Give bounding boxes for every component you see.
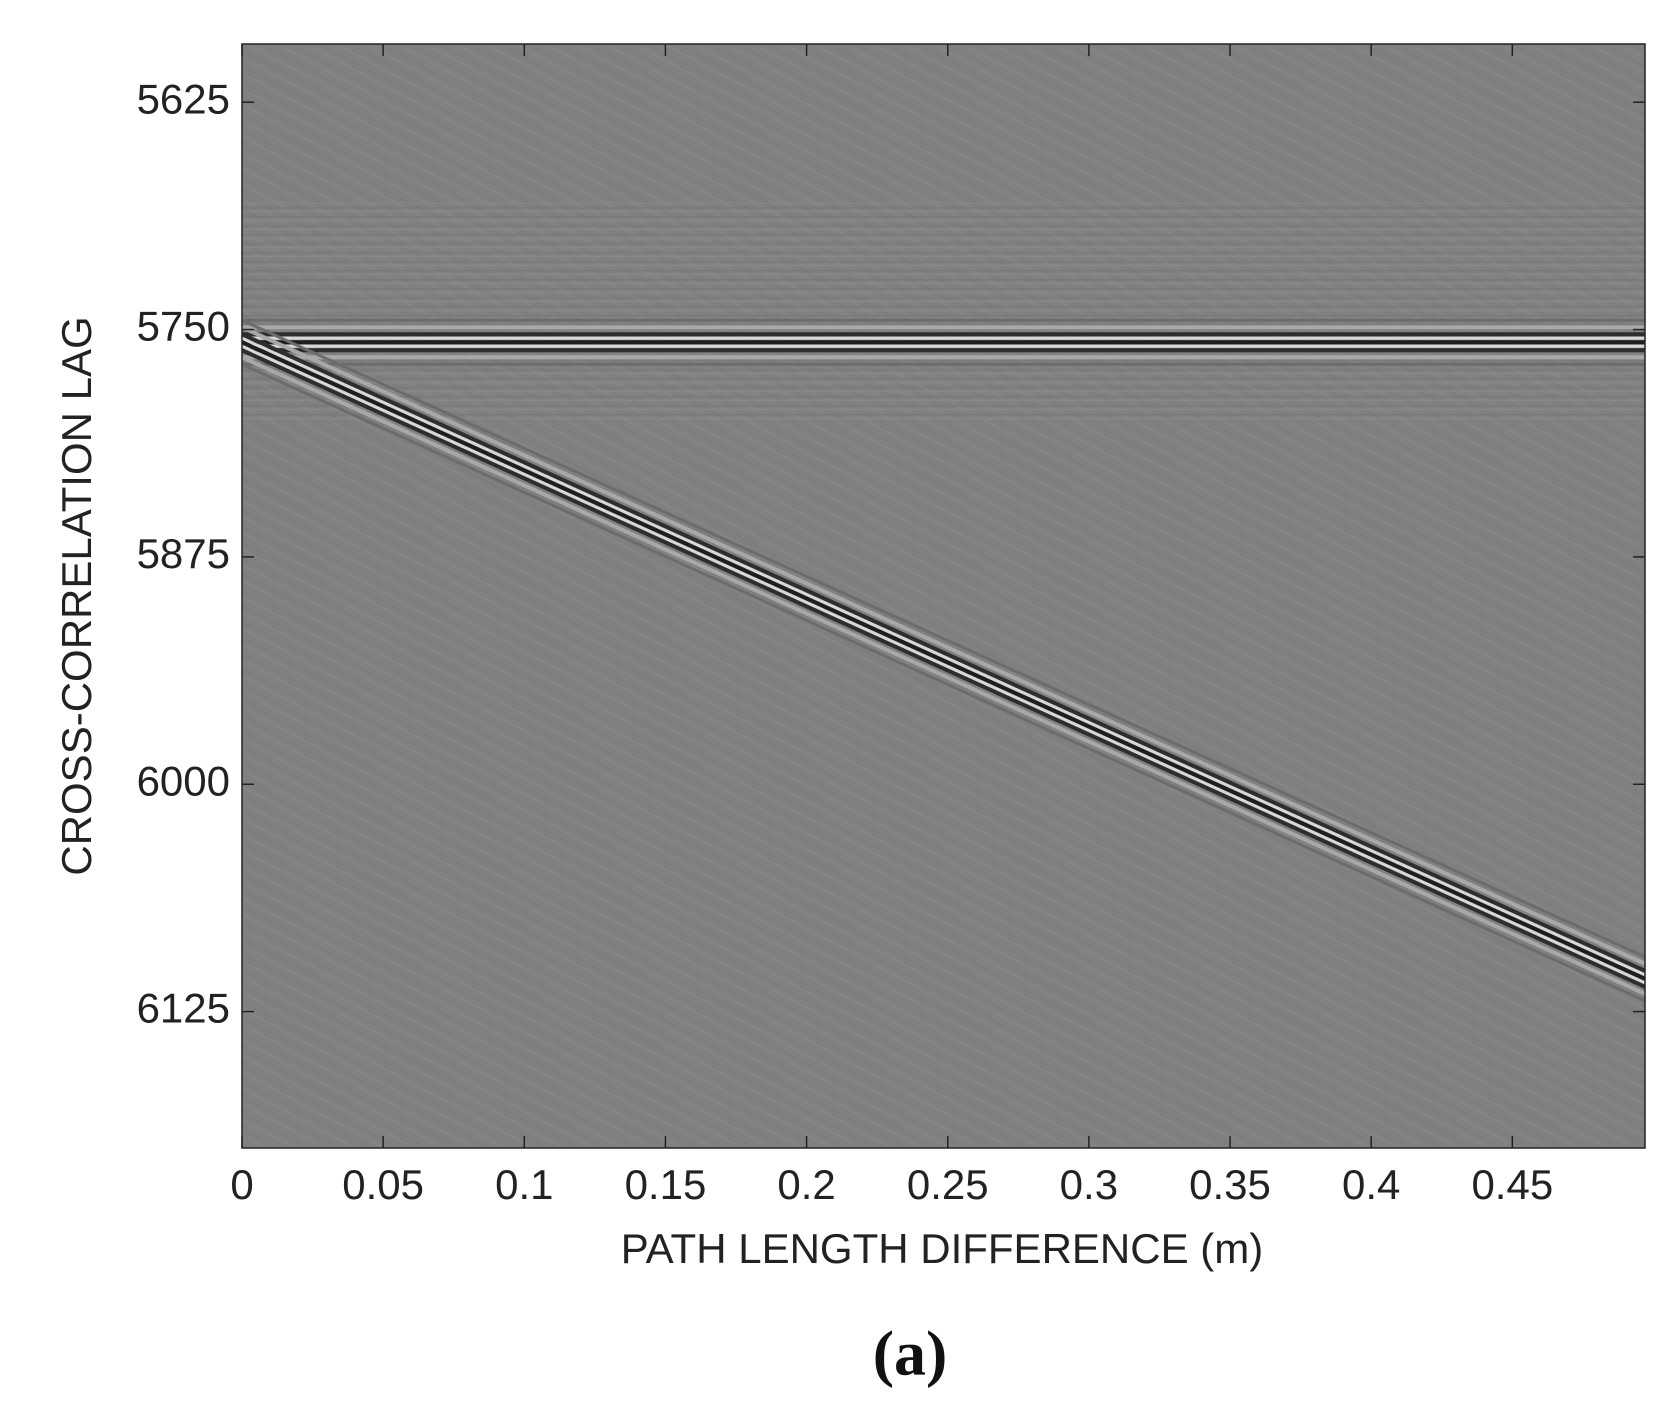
x-tick-label: 0.15 bbox=[625, 1161, 707, 1208]
y-tick-label: 5750 bbox=[137, 303, 230, 350]
y-tick-label: 5625 bbox=[137, 75, 230, 122]
plot-frame bbox=[241, 43, 1646, 1149]
x-tick-label: 0.35 bbox=[1189, 1161, 1271, 1208]
x-tick-label: 0.4 bbox=[1342, 1161, 1400, 1208]
x-tick-label: 0.2 bbox=[777, 1161, 835, 1208]
ridge-fringe bbox=[242, 355, 1645, 996]
ridge-texture bbox=[242, 202, 1645, 423]
y-tick-label: 6000 bbox=[137, 757, 230, 804]
x-tick-label: 0 bbox=[230, 1161, 253, 1208]
x-tick-label: 0.1 bbox=[495, 1161, 553, 1208]
ridge-fringe bbox=[242, 362, 1645, 1003]
caption: (a) bbox=[873, 1318, 948, 1389]
ridge-fringe bbox=[242, 325, 1645, 966]
ridge-fringe bbox=[242, 318, 1645, 959]
x-tick-label: 0.05 bbox=[342, 1161, 424, 1208]
ridge-fringe bbox=[242, 344, 1645, 985]
plot-area bbox=[242, 44, 1645, 1148]
ridge-fringe bbox=[242, 332, 1645, 973]
x-tick-label: 0.45 bbox=[1471, 1161, 1553, 1208]
ridge-fringe bbox=[242, 336, 1645, 977]
y-axis-label: CROSS-CORRELATION LAG bbox=[53, 316, 100, 875]
y-tick-label: 5875 bbox=[137, 530, 230, 577]
y-tick-label: 6125 bbox=[137, 985, 230, 1032]
x-axis-label: PATH LENGTH DIFFERENCE (m) bbox=[621, 1225, 1263, 1272]
ridge bbox=[242, 340, 1645, 981]
x-tick-label: 0.25 bbox=[907, 1161, 989, 1208]
x-tick-label: 0.3 bbox=[1060, 1161, 1118, 1208]
ridge-fringe bbox=[242, 348, 1645, 989]
